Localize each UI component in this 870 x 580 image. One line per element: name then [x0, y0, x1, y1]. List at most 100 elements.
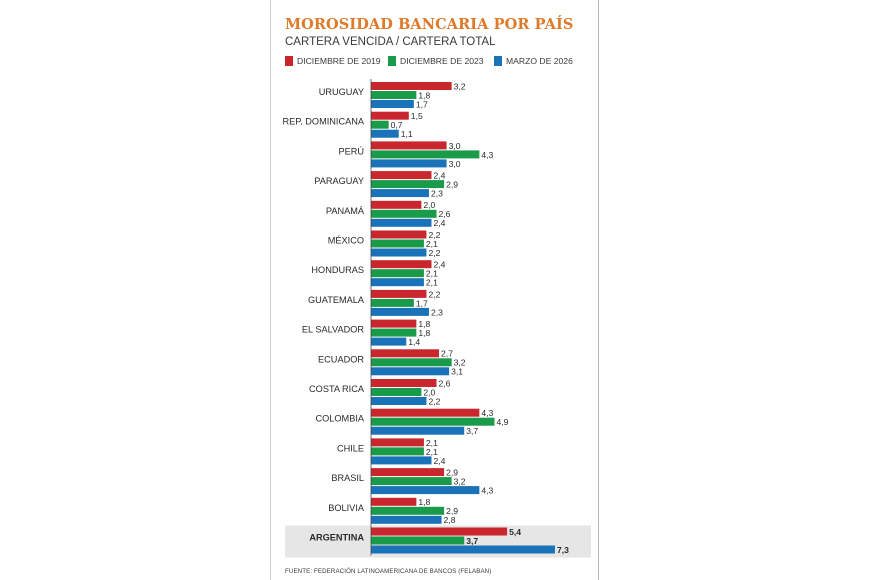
bar-peru-2 — [371, 150, 480, 159]
data-label-brasil-1: 2,9 — [446, 468, 458, 478]
bar-uruguay-3 — [371, 100, 414, 108]
data-label-colombia-1: 4,3 — [481, 408, 493, 418]
bar-guatemala-2 — [371, 298, 414, 307]
bar-mexico-3 — [371, 248, 427, 257]
data-label-paraguay-2: 2,9 — [446, 180, 458, 190]
chart-source: FUENTE: FEDERACIÓN LATINOAMERICANA DE BA… — [285, 568, 492, 575]
data-label-uruguay-1: 3,2 — [454, 81, 466, 91]
bar-panama-3 — [371, 218, 432, 227]
bar-brasil-3 — [371, 486, 480, 495]
category-label-rep-dominicana: REP. DOMINICANA — [282, 117, 364, 127]
bar-bolivia-1 — [371, 497, 417, 506]
bar-peru-1 — [371, 141, 447, 150]
legend-label-2019: DICIEMBRE DE 2019 — [297, 56, 381, 66]
category-label-costa-rica: COSTA RICA — [309, 384, 365, 394]
bar-ecuador-1 — [371, 349, 440, 358]
data-label-panama-3: 2,4 — [433, 218, 445, 228]
bar-costa-rica-1 — [371, 379, 437, 387]
data-label-costa-rica-3: 2,2 — [428, 396, 440, 406]
bar-uruguay-2 — [371, 91, 417, 99]
bar-chile-2 — [371, 447, 424, 456]
category-label-mexico: MÉXICO — [328, 236, 364, 246]
bar-el-salvador-2 — [371, 328, 417, 337]
legend-label-2023: DICIEMBRE DE 2023 — [400, 56, 484, 66]
data-label-colombia-3: 3,7 — [466, 426, 478, 436]
category-label-el-salvador: EL SALVADOR — [302, 325, 364, 335]
data-label-costa-rica-1: 2,6 — [439, 378, 451, 388]
category-label-colombia: COLOMBIA — [316, 414, 365, 424]
data-label-ecuador-3: 3,1 — [451, 367, 463, 377]
data-label-argentina-2: 3,7 — [466, 536, 478, 546]
data-label-colombia-2: 4,9 — [496, 417, 508, 427]
data-label-paraguay-1: 2,4 — [433, 171, 445, 181]
data-label-chile-3: 2,4 — [433, 456, 445, 466]
bar-panama-1 — [371, 200, 422, 209]
legend-item-2026: MARZO DE 2026 — [494, 54, 573, 68]
data-label-peru-1: 3,0 — [449, 141, 461, 151]
bar-rep-dominicana-2 — [371, 120, 389, 129]
chart-panel: MOROSIDAD BANCARIA POR PAÍS CARTERA VENC… — [279, 10, 595, 578]
bar-paraguay-3 — [371, 189, 429, 198]
data-label-bolivia-3: 2,8 — [444, 515, 456, 525]
bar-argentina-1 — [371, 527, 508, 536]
data-label-honduras-1: 2,4 — [433, 260, 445, 270]
data-label-guatemala-3: 2,3 — [431, 307, 443, 317]
legend-item-2019: DICIEMBRE DE 2019 — [285, 54, 381, 68]
data-label-ecuador-1: 2,7 — [441, 349, 453, 359]
data-label-ecuador-2: 3,2 — [454, 358, 466, 368]
bar-honduras-1 — [371, 260, 432, 269]
bar-colombia-1 — [371, 408, 480, 417]
legend-swatch-2019 — [285, 56, 293, 66]
bar-el-salvador-1 — [371, 319, 417, 328]
data-label-mexico-2: 2,1 — [426, 239, 438, 249]
page-divider-left — [270, 0, 271, 580]
bar-chile-3 — [371, 456, 432, 465]
bar-ecuador-2 — [371, 358, 452, 367]
category-label-uruguay: URUGUAY — [319, 87, 364, 97]
bar-colombia-2 — [371, 417, 495, 426]
category-label-bolivia: BOLIVIA — [328, 503, 365, 513]
data-label-uruguay-3: 1,7 — [416, 99, 428, 109]
bar-honduras-3 — [371, 278, 424, 287]
data-label-peru-2: 4,3 — [481, 150, 493, 160]
bar-argentina-3 — [371, 545, 555, 554]
chart-subtitle: CARTERA VENCIDA / CARTERA TOTAL — [285, 36, 496, 48]
data-label-chile-1: 2,1 — [426, 438, 438, 448]
category-label-argentina: ARGENTINA — [309, 533, 364, 543]
category-label-guatemala: GUATEMALA — [308, 295, 365, 305]
bar-bolivia-2 — [371, 506, 445, 515]
bar-honduras-2 — [371, 269, 424, 278]
data-label-costa-rica-2: 2,0 — [423, 387, 435, 397]
legend-swatch-2026 — [494, 56, 502, 66]
bar-mexico-2 — [371, 239, 424, 248]
category-label-honduras: HONDURAS — [311, 265, 364, 275]
chart-title: MOROSIDAD BANCARIA POR PAÍS — [285, 16, 574, 33]
bar-ecuador-3 — [371, 367, 450, 376]
bar-guatemala-1 — [371, 289, 427, 298]
category-label-panama: PANAMÁ — [326, 206, 365, 216]
data-label-mexico-3: 2,2 — [428, 248, 440, 258]
bar-uruguay-1 — [371, 82, 452, 90]
bar-bolivia-3 — [371, 515, 442, 524]
data-label-peru-3: 3,0 — [449, 159, 461, 169]
data-label-honduras-3: 2,1 — [426, 278, 438, 288]
data-label-panama-1: 2,0 — [423, 200, 435, 210]
data-label-rep-dominicana-2: 0,7 — [391, 120, 403, 130]
data-label-mexico-1: 2,2 — [428, 230, 440, 240]
data-label-bolivia-2: 2,9 — [446, 506, 458, 516]
data-label-argentina-3: 7,3 — [557, 545, 569, 555]
category-label-brasil: BRASIL — [331, 473, 364, 483]
data-label-paraguay-3: 2,3 — [431, 189, 443, 199]
legend-swatch-2023 — [388, 56, 396, 66]
data-label-uruguay-2: 1,8 — [418, 90, 430, 100]
bar-costa-rica-3 — [371, 397, 427, 405]
legend-label-2026: MARZO DE 2026 — [506, 56, 573, 66]
bar-rep-dominicana-1 — [371, 111, 409, 120]
page-divider-right — [598, 0, 599, 580]
data-label-rep-dominicana-3: 1,1 — [401, 129, 413, 139]
bar-argentina-2 — [371, 536, 465, 545]
data-label-guatemala-1: 2,2 — [428, 289, 440, 299]
bar-paraguay-2 — [371, 180, 445, 189]
category-label-ecuador: ECUADOR — [318, 354, 364, 364]
